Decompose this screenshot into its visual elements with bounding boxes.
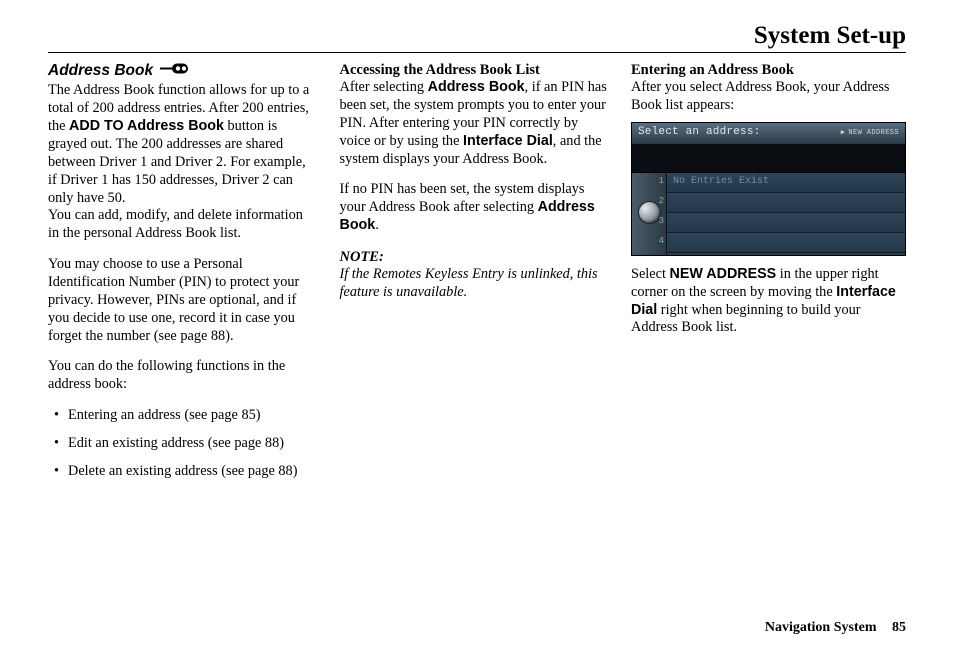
paragraph: After you select Address Book, your Addr… — [631, 79, 906, 115]
list-text: Edit an existing address (see page 88) — [68, 435, 284, 451]
page: System Set-up Address Book The Address B… — [0, 0, 954, 652]
note-label: NOTE: — [340, 248, 608, 266]
page-title: System Set-up — [754, 22, 906, 49]
list-item: Entering an address (see page 85) — [54, 407, 316, 425]
text: right when beginning to build your Addre… — [631, 302, 861, 336]
bold-text: Address Book — [428, 79, 525, 95]
section-title-text: Address Book — [48, 61, 153, 80]
text: After selecting — [340, 79, 428, 95]
subheading: Accessing the Address Book List — [340, 61, 608, 79]
bold-text: Interface Dial — [463, 133, 553, 149]
note-body: If the Remotes Keyless Entry is unlinked… — [340, 266, 608, 302]
text: . — [375, 217, 379, 233]
column-3: Entering an Address Book After you selec… — [631, 61, 906, 601]
paragraph: You can do the following functions in th… — [48, 358, 316, 394]
list-item: Delete an existing address (see page 88) — [54, 463, 316, 481]
row-number: 1 — [654, 176, 664, 187]
bullet-list: Entering an address (see page 85) Edit a… — [48, 407, 316, 481]
key-icon — [159, 61, 189, 80]
row-number: 4 — [654, 236, 664, 247]
text: You may choose to use a Personal Identif… — [48, 256, 299, 343]
page-number: 85 — [892, 620, 906, 635]
row-number: 2 — [654, 196, 664, 207]
screenshot-row: 1 No Entries Exist — [667, 173, 905, 193]
page-footer: Navigation System 85 — [765, 620, 906, 636]
paragraph: Select NEW ADDRESS in the upper right co… — [631, 266, 906, 337]
list-text: Delete an existing address (see page 88) — [68, 463, 297, 479]
paragraph: You may choose to use a Personal Identif… — [48, 256, 316, 345]
column-2: Accessing the Address Book List After se… — [340, 61, 608, 601]
row-text: No Entries Exist — [673, 176, 769, 189]
paragraph: After selecting Address Book, if an PIN … — [340, 79, 608, 168]
text: Select — [631, 266, 670, 282]
list-text: Entering an address (see page 85) — [68, 407, 261, 423]
column-1: Address Book The Address Book function a… — [48, 61, 316, 601]
list-item: Edit an existing address (see page 88) — [54, 435, 316, 453]
bold-text: ADD TO Address Book — [69, 118, 224, 134]
footer-label: Navigation System — [765, 620, 877, 635]
text: After you select Address Book, your Addr… — [631, 79, 890, 113]
screenshot-blackband — [632, 145, 905, 173]
note-block: NOTE: If the Remotes Keyless Entry is un… — [340, 248, 608, 302]
screenshot-row: 3 — [667, 213, 905, 233]
screenshot-row: 4 — [667, 233, 905, 253]
section-title-address-book: Address Book — [48, 61, 189, 80]
screenshot-body: 1 No Entries Exist 2 3 4 — [667, 173, 905, 255]
screenshot-topbar: Select an address: NEW ADDRESS — [632, 123, 905, 145]
text: You can add, modify, and delete informat… — [48, 207, 303, 241]
page-header: System Set-up — [48, 22, 906, 53]
subheading: Entering an Address Book — [631, 61, 906, 79]
new-address-button: NEW ADDRESS — [841, 129, 899, 138]
nav-screenshot: Select an address: NEW ADDRESS 1 No Entr… — [631, 122, 906, 256]
row-number: 3 — [654, 216, 664, 227]
paragraph: If no PIN has been set, the system displ… — [340, 181, 608, 235]
bold-text: NEW ADDRESS — [670, 266, 777, 282]
paragraph: You can add, modify, and delete informat… — [48, 207, 316, 243]
content-columns: Address Book The Address Book function a… — [48, 61, 906, 601]
paragraph: The Address Book function allows for up … — [48, 82, 316, 207]
screenshot-title: Select an address: — [638, 126, 760, 140]
text: You can do the following functions in th… — [48, 358, 285, 392]
screenshot-row: 2 — [667, 193, 905, 213]
